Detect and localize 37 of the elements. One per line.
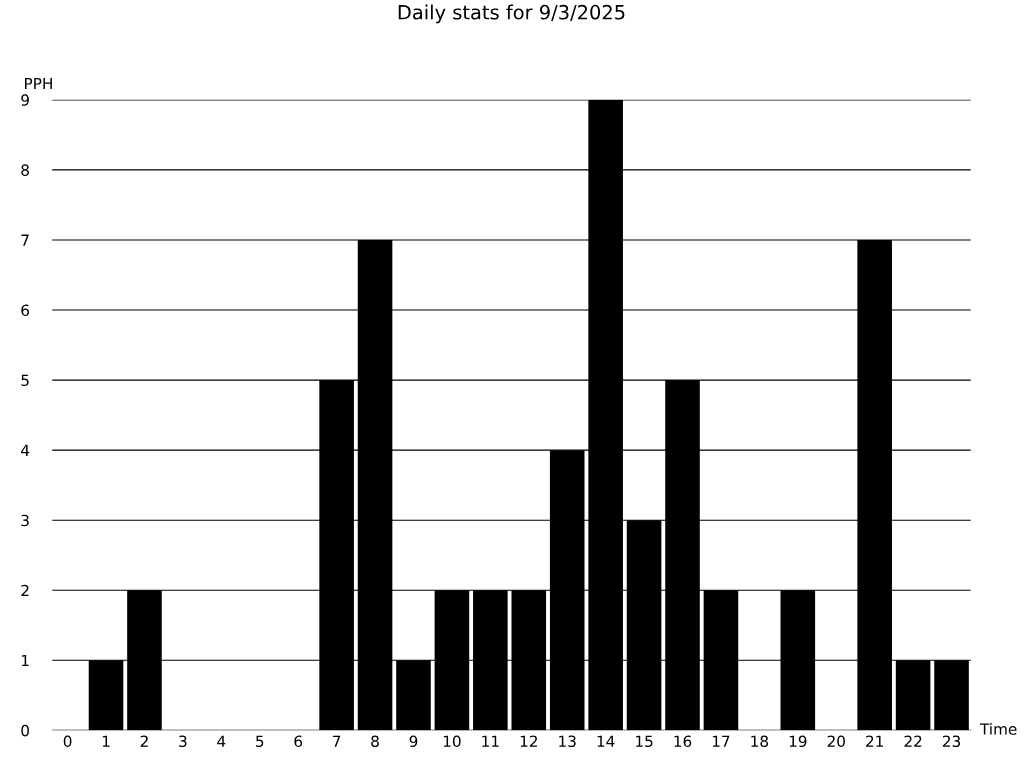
x-tick-label: 6 [294,735,303,748]
x-tick-label: 21 [866,735,883,747]
x-tick-label: 16 [674,735,692,748]
x-axis-title: Time [979,722,1017,735]
x-tick-label: 13 [559,735,576,748]
y-axis-title: PPH [24,77,52,90]
y-tick-label: 9 [21,94,29,106]
y-tick-label: 8 [21,164,29,176]
y-tick-label: 1 [21,654,29,667]
y-tick-label: 4 [21,444,30,456]
x-tick-label: 20 [827,735,845,748]
x-tick-label: 9 [409,735,418,748]
x-tick-label: 17 [712,735,730,747]
x-tick-label: 22 [904,735,922,747]
y-tick-label: 2 [21,584,29,597]
x-tick-label: 7 [333,735,341,747]
x-tick-label: 1 [102,735,110,747]
x-tick-label: 5 [256,735,264,748]
x-tick-label: 3 [179,735,187,748]
x-tick-label: 4 [217,735,226,747]
x-tick-label: 18 [751,735,769,748]
chart-title: Daily stats for 9/3/2025 [398,4,625,24]
y-tick-label: 5 [21,374,29,387]
x-tick-label: 8 [371,735,379,748]
y-tick-label: 0 [21,724,29,737]
y-tick-label: 7 [21,234,29,246]
x-tick-label: 0 [63,735,72,748]
x-tick-label: 14 [597,735,615,747]
x-tick-label: 10 [443,735,461,748]
y-tick-label: 3 [21,514,29,527]
x-tick-label: 23 [942,735,961,748]
x-tick-label: 12 [520,735,537,747]
x-tick-label: 15 [636,735,653,748]
x-tick-label: 19 [789,735,807,748]
x-tick-label: 11 [482,735,499,747]
x-tick-label: 2 [140,735,148,747]
y-tick-label: 6 [21,304,30,317]
